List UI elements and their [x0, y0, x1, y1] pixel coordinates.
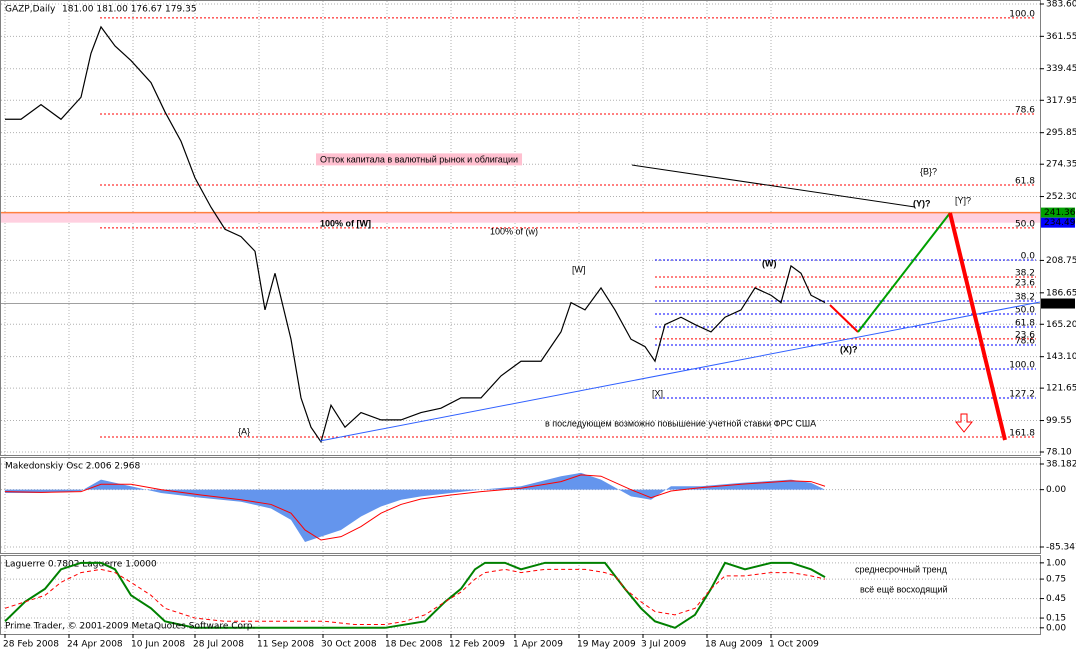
panel-title: Makedonskiy Osc 2.006 2.968: [5, 462, 140, 472]
y-tick-label: 295.85: [1046, 128, 1076, 138]
y-tick-label: 383.60: [1046, 0, 1076, 10]
fib-label: 78.6: [1015, 336, 1035, 346]
wave-line: [319, 301, 1041, 442]
y-tick-label: 99.55: [1046, 416, 1072, 426]
fib-label: 61.8: [1015, 319, 1035, 329]
y-tick-label: 1.00: [1046, 558, 1066, 568]
x-tick-label: 3 Jul 2009: [641, 640, 686, 650]
annotation: 100% of (w): [490, 226, 538, 236]
fib-label: 127.2: [1009, 390, 1035, 400]
y-tick-label: 38.182: [1046, 459, 1076, 469]
y-tick-label: 317.95: [1046, 96, 1076, 106]
fib-label: 23.6: [1015, 330, 1035, 340]
indicator-line: [4, 568, 826, 626]
y-tick-label: 0.45: [1046, 594, 1066, 604]
annotation: {B}?: [920, 166, 937, 176]
down-arrow: [954, 413, 974, 433]
indicator-line: [4, 474, 826, 541]
y-tick-label: 0.15: [1046, 614, 1066, 624]
y-tick-label: 361.55: [1046, 32, 1076, 42]
price-tag: [1041, 298, 1075, 309]
annotation: (X)?: [840, 344, 858, 354]
x-tick-label: 10 Jun 2008: [131, 640, 185, 650]
wave-line: [948, 212, 1007, 441]
fib-label: 161.8: [1009, 429, 1035, 439]
wave-line: [857, 212, 951, 333]
fib-label: 100.0: [1009, 360, 1035, 370]
laguerre-frame: [0, 555, 1041, 635]
x-tick-label: 18 Aug 2009: [705, 640, 763, 650]
main-frame: [0, 0, 1041, 456]
y-tick-label: 143.10: [1046, 352, 1076, 362]
price-tag-label: 179.35: [1044, 299, 1076, 309]
y-tick-label: 274.35: [1046, 160, 1076, 170]
y-tick-label: 0.00: [1046, 485, 1066, 495]
x-tick-label: 30 Oct 2008: [321, 640, 377, 650]
y-tick-label: -85.347: [1046, 542, 1076, 552]
y-tick-label: 165.20: [1046, 320, 1076, 330]
annotation: {A}: [238, 426, 250, 436]
fib-label: 38.2: [1015, 269, 1035, 279]
price-band: [1, 212, 1040, 223]
x-tick-label: 28 Feb 2008: [3, 640, 59, 650]
y-tick-label: 208.75: [1046, 256, 1076, 266]
x-tick-label: 24 Apr 2008: [67, 640, 123, 650]
annotation: (Y)?: [913, 198, 931, 208]
fib-label: 61.8: [1015, 176, 1035, 186]
x-tick-label: 1 Apr 2009: [513, 640, 563, 650]
note: среднесрочный тренд: [855, 564, 948, 574]
y-tick-label: 186.65: [1046, 288, 1076, 298]
x-tick-label: 18 Dec 2008: [385, 640, 443, 650]
annotation: [Y]?: [955, 195, 971, 205]
panel-subtitle: 181.00 181.00 176.67 179.35: [62, 5, 197, 15]
y-tick-label: 339.45: [1046, 64, 1076, 74]
price-tag-label: 241.36: [1044, 208, 1076, 218]
x-tick-label: 12 Feb 2009: [449, 640, 505, 650]
fib-label: 50.0: [1015, 219, 1035, 229]
footer: Prime Trader, © 2001-2009 MetaQuotes Sof…: [5, 622, 255, 632]
price-tag-label: 234.49: [1044, 218, 1076, 228]
fib-label: 23.6: [1015, 279, 1035, 289]
x-tick-label: 1 Oct 2009: [769, 640, 819, 650]
annotation-bg: [316, 153, 523, 166]
fib-label: 0.0: [1021, 252, 1036, 262]
annotation: (W): [762, 258, 777, 268]
annotation: 100% of [W]: [320, 218, 371, 228]
note: всё ещё восходящий: [860, 584, 948, 594]
y-tick-label: 0.00: [1046, 623, 1066, 633]
x-tick-label: 19 May 2009: [577, 640, 636, 650]
indicator-line: [4, 561, 826, 629]
wave-line: [631, 164, 916, 208]
y-tick-label: 252.30: [1046, 192, 1076, 202]
y-tick-label: 0.75: [1046, 575, 1066, 585]
panel-title: GAZP,Daily: [5, 5, 56, 15]
osc-frame: [0, 457, 1041, 554]
price-tag: [1041, 217, 1075, 228]
annotation: [W]: [572, 264, 586, 274]
annotation: Отток капитала в валютный рынок и облига…: [320, 154, 518, 164]
y-tick-label: 121.65: [1046, 384, 1076, 394]
fib-label: 50.0: [1015, 306, 1035, 316]
price-tag: [1041, 207, 1075, 218]
wave-line: [829, 304, 859, 333]
annotation: в последующем возможно повышение учетной…: [545, 418, 816, 428]
price-line: [5, 25, 826, 444]
x-tick-label: 28 Jul 2008: [193, 640, 244, 650]
y-tick-label: 78.10: [1046, 448, 1072, 458]
osc-histogram: [5, 472, 825, 543]
fib-label: 78.6: [1015, 105, 1035, 115]
x-tick-label: 11 Sep 2008: [257, 640, 314, 650]
annotation: [X]: [652, 388, 663, 398]
fib-label: 100.0: [1009, 9, 1035, 19]
fib-label: 38.2: [1015, 292, 1035, 302]
panel-title: Laguerre 0.7802 Laguerre 1.0000: [5, 560, 157, 570]
